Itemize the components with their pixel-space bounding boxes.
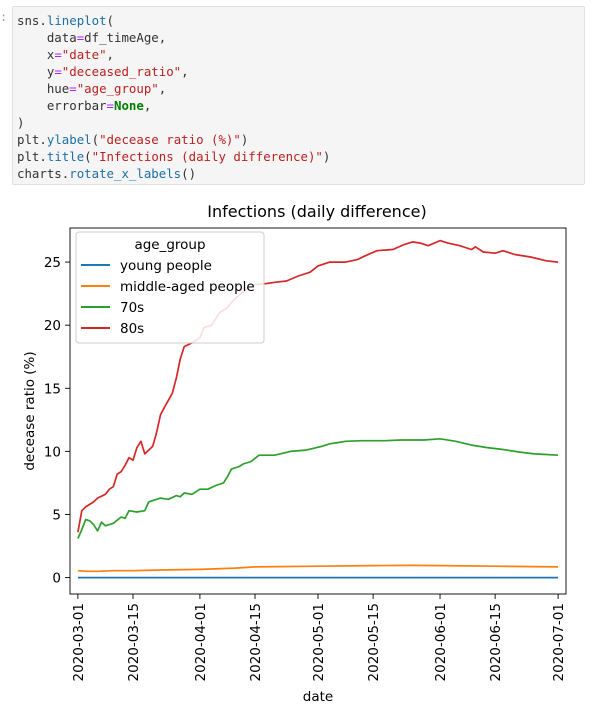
code-token: None	[114, 98, 144, 113]
code-token: errorbar	[46, 98, 107, 113]
series-line	[77, 564, 559, 573]
code-cell[interactable]: sns.lineplot( data=df_timeAge, x="date",…	[12, 6, 585, 185]
code-token: )	[17, 115, 25, 130]
legend-label: middle-aged people	[120, 279, 255, 295]
code-token: x	[46, 47, 55, 62]
y-tick-label: 0	[52, 571, 61, 587]
y-tick-label: 15	[44, 381, 61, 397]
code-token: hue	[46, 81, 70, 96]
y-tick-label: 10	[44, 444, 61, 460]
x-tick-label: 2020-05-01	[311, 603, 327, 681]
legend-label: young people	[120, 258, 212, 274]
x-tick-label: 2020-05-15	[366, 603, 382, 681]
y-tick-label: 20	[44, 318, 61, 334]
code-token: "decease ratio (%)"	[99, 132, 241, 147]
code-token: plt	[17, 149, 40, 164]
code-token: rotate_x_labels	[69, 166, 182, 181]
x-tick-label: 2020-03-01	[71, 603, 87, 681]
code-token: "deceased_ratio"	[61, 64, 182, 79]
x-tick-label: 2020-07-01	[551, 603, 567, 681]
x-tick-label: 2020-06-15	[488, 603, 504, 681]
series-line	[77, 437, 559, 539]
code-token: plt	[17, 132, 40, 147]
legend-label: 80s	[120, 321, 144, 337]
code-token: title	[46, 149, 85, 164]
legend-title: age_group	[134, 237, 205, 253]
x-tick-label: 2020-04-01	[193, 603, 209, 681]
legend-label: 70s	[120, 300, 144, 316]
code-token: charts	[17, 166, 62, 181]
x-tick-label: 2020-03-15	[126, 603, 142, 681]
code-token: "date"	[61, 47, 107, 62]
legend-box	[75, 231, 265, 344]
code-token: "Infections (daily difference)"	[91, 149, 323, 164]
code-token: lineplot	[46, 13, 107, 28]
code-token: ylabel	[46, 132, 92, 147]
code-token: df_timeAge	[84, 30, 159, 45]
y-tick-label: 25	[44, 255, 61, 271]
x-axis-label: date	[303, 689, 333, 705]
code-token: data	[46, 30, 77, 45]
y-axis-label: decease ratio (%)	[22, 351, 38, 470]
cell-prompt: :	[0, 10, 8, 24]
x-tick-label: 2020-06-01	[433, 603, 449, 681]
line-chart: Infections (daily difference) decease ra…	[22, 202, 567, 705]
code-block[interactable]: sns.lineplot( data=df_timeAge, x="date",…	[17, 13, 331, 181]
code-token: "age_group"	[76, 81, 159, 96]
y-tick-label: 5	[52, 507, 61, 523]
code-token: y	[46, 64, 55, 79]
code-token: sns	[17, 13, 40, 28]
chart-title: Infections (daily difference)	[207, 202, 426, 221]
x-tick-label: 2020-04-15	[248, 603, 264, 681]
